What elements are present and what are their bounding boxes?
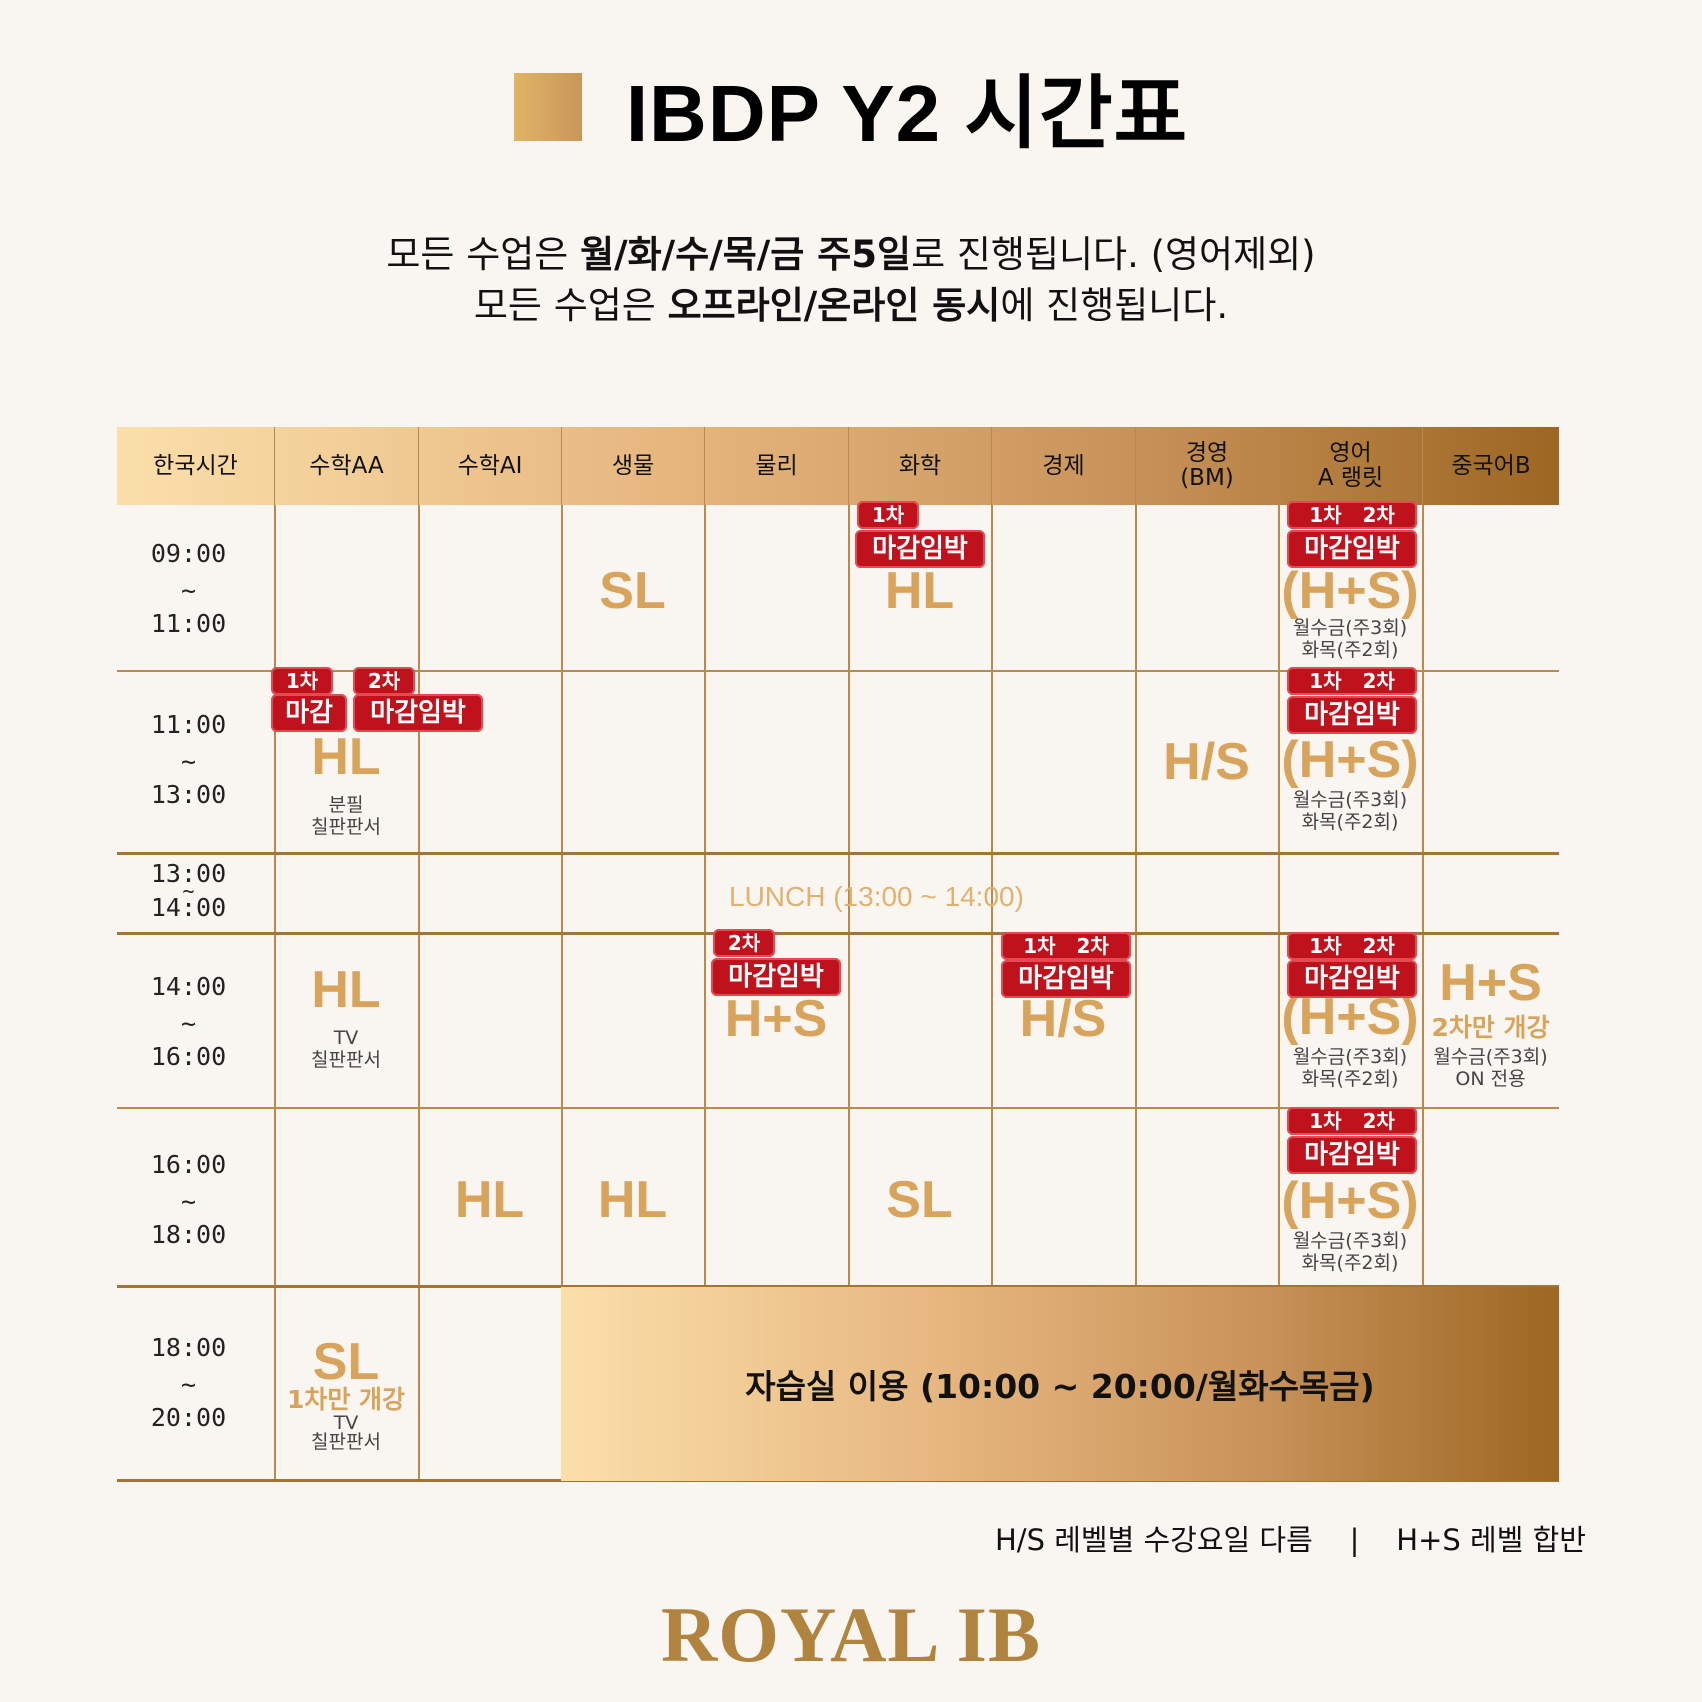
page-title: IBDP Y2 시간표 bbox=[625, 69, 1189, 158]
tag-deadline-soon: 마감임박 bbox=[1287, 530, 1417, 568]
economics-hs-14: H/S bbox=[1019, 990, 1107, 1048]
row-divider bbox=[117, 1107, 1559, 1109]
time-slot-5: 16:00 ~18:00 bbox=[150, 1150, 227, 1249]
english-days-note: 월수금(주3회) 화목(주2회) bbox=[1292, 617, 1408, 661]
math-aa-tv-note: TV 칠판판서 bbox=[311, 1412, 381, 1453]
header-chemistry: 화학 bbox=[848, 427, 991, 505]
header-korea-time: 한국시간 bbox=[153, 452, 238, 479]
english-days-note: 월수금(주3회) 화목(주2회) bbox=[1292, 1230, 1408, 1274]
english-hs-11: (H+S) bbox=[1281, 731, 1419, 789]
math-aa-sl-18: SL bbox=[312, 1333, 380, 1391]
business-hs-11: H/S bbox=[1163, 733, 1250, 791]
math-aa-hl-11: HL bbox=[311, 728, 381, 786]
grid-line bbox=[1278, 505, 1280, 1287]
tag-deadline-soon: 마감임박 bbox=[1287, 960, 1417, 998]
tag-deadline-soon: 마감임박 bbox=[1001, 960, 1131, 998]
math-ai-hl-16: HL bbox=[454, 1171, 525, 1229]
english-hs-16: (H+S) bbox=[1281, 1172, 1419, 1230]
row-divider bbox=[117, 1285, 1559, 1288]
table-header-row: 한국시간 수학AA 수학AI 생물 물리 화학 경제 경영 (BM) 영어 A … bbox=[117, 427, 1559, 505]
grid-line bbox=[1135, 505, 1137, 1287]
tag-first-second-round: 1차 2차 bbox=[1287, 1107, 1417, 1135]
time-slot-6: 18:00 ~20:00 bbox=[150, 1333, 227, 1432]
biology-sl-09: SL bbox=[599, 562, 666, 620]
grid-line bbox=[561, 505, 563, 1287]
chinese-second-only: 2차만 개강 bbox=[1431, 1013, 1550, 1042]
biology-hl-16: HL bbox=[597, 1171, 668, 1229]
time-slot-1: 09:00 ~11:00 bbox=[150, 539, 227, 638]
tag-first-second-round: 1차 2차 bbox=[1287, 667, 1417, 695]
chinese-days-note: 월수금(주3회) ON 전용 bbox=[1433, 1046, 1548, 1090]
tag-deadline: 마감 bbox=[271, 694, 347, 732]
header-economics: 경제 bbox=[991, 427, 1135, 505]
grid-line bbox=[848, 505, 850, 1287]
grid-line bbox=[1422, 505, 1424, 1287]
subtitle-line-1: 모든 수업은 월/화/수/목/금 주5일로 진행됩니다. (영어제외) bbox=[386, 233, 1316, 276]
tag-first-second-round: 1차 2차 bbox=[1287, 932, 1417, 960]
level-legend-note: H/S 레벨별 수강요일 다름 | H+S 레벨 합반 bbox=[995, 1523, 1586, 1557]
math-aa-board-note: 분필 칠판판서 bbox=[311, 794, 381, 838]
chemistry-sl-16: SL bbox=[886, 1171, 953, 1229]
brand-logo: ROYAL IB bbox=[660, 1591, 1042, 1678]
english-hs-09: (H+S) bbox=[1281, 562, 1419, 620]
math-aa-first-only: 1차만 개강 bbox=[286, 1385, 406, 1414]
header-biology: 생물 bbox=[561, 427, 704, 505]
tag-deadline-soon: 마감임박 bbox=[1287, 1136, 1417, 1174]
time-slot-3: 13:00 ~14:00 bbox=[150, 859, 227, 922]
physics-hs-14: H+S bbox=[724, 990, 828, 1048]
row-divider bbox=[117, 852, 1559, 855]
chemistry-hl-09: HL bbox=[884, 562, 955, 620]
timetable: 한국시간 수학AA 수학AI 생물 물리 화학 경제 경영 (BM) 영어 A … bbox=[117, 427, 1559, 1482]
tag-second-round: 2차 bbox=[353, 667, 415, 695]
subtitle-line-2: 모든 수업은 오프라인/온라인 동시에 진행됩니다. bbox=[473, 284, 1229, 327]
tag-first-second-round: 1차 2차 bbox=[1287, 501, 1417, 529]
study-room-banner: 자습실 이용 (10:00 ~ 20:00/월화수목금) bbox=[561, 1287, 1559, 1481]
grid-line bbox=[991, 505, 993, 1287]
header-business: 경영 (BM) bbox=[1135, 427, 1278, 505]
tag-first-round: 1차 bbox=[271, 667, 333, 695]
header-chinese: 중국어B bbox=[1422, 427, 1559, 505]
chinese-hs-14: H+S bbox=[1439, 954, 1542, 1012]
tag-deadline-soon: 마감임박 bbox=[855, 530, 985, 568]
row-divider bbox=[117, 932, 1559, 935]
header-physics: 물리 bbox=[704, 427, 848, 505]
header-math-ai: 수학AI bbox=[418, 427, 561, 505]
math-aa-tv-note: TV 칠판판서 bbox=[311, 1027, 381, 1071]
grid-line bbox=[418, 505, 420, 1482]
english-days-note: 월수금(주3회) 화목(주2회) bbox=[1292, 789, 1408, 833]
tag-first-second-round: 1차 2차 bbox=[1001, 932, 1131, 960]
grid-line bbox=[704, 505, 706, 1287]
title-bar: IBDP Y2 시간표 bbox=[0, 62, 1702, 158]
lunch-label: LUNCH (13:00 ~ 14:00) bbox=[729, 881, 1024, 912]
header-english: 영어 A 랭릿 bbox=[1278, 427, 1422, 505]
row-divider bbox=[117, 670, 1559, 672]
math-aa-hl-14: HL bbox=[311, 961, 381, 1019]
tag-second-round: 2차 bbox=[713, 929, 775, 957]
tag-deadline-soon: 마감임박 bbox=[353, 694, 483, 732]
title-square-icon bbox=[513, 73, 582, 141]
grid-line bbox=[274, 505, 276, 1482]
tag-deadline-soon: 마감임박 bbox=[711, 958, 841, 996]
time-slot-4: 14:00 ~16:00 bbox=[150, 972, 227, 1071]
english-days-note: 월수금(주3회) 화목(주2회) bbox=[1292, 1046, 1408, 1090]
tag-deadline-soon: 마감임박 bbox=[1287, 696, 1417, 734]
tag-first-round: 1차 bbox=[857, 501, 919, 529]
header-math-aa: 수학AA bbox=[274, 427, 418, 505]
time-slot-2: 11:00 ~13:00 bbox=[150, 710, 227, 809]
